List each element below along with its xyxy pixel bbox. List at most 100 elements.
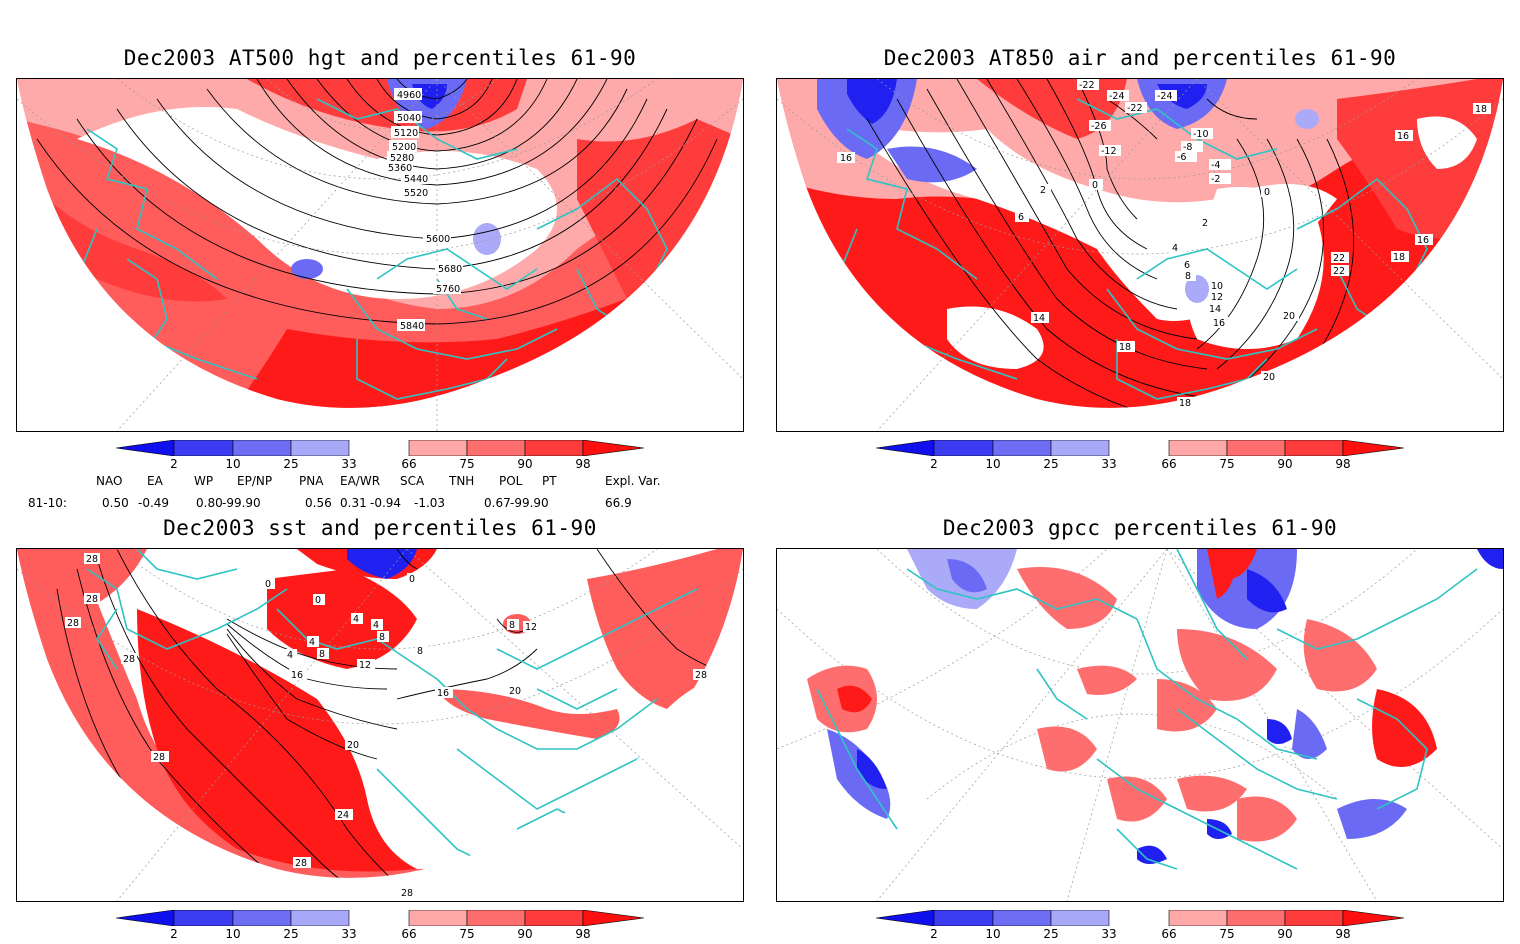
colorbar-swatches	[116, 440, 644, 456]
colorbar-tick: 75	[1219, 927, 1235, 941]
map-panel-gpcc	[776, 548, 1504, 902]
map-hgt500: 4960 5040 5120 5200 5280 5360 5440 5520 …	[17, 79, 743, 431]
contour-label: 5040	[397, 113, 421, 124]
colorbar-tick: 90	[517, 457, 533, 471]
colorbar-tick: 33	[341, 927, 357, 941]
colorbar-tick: 33	[1101, 457, 1117, 471]
contour-label: 10	[1211, 281, 1223, 292]
index-value-pna: 0.56	[305, 496, 332, 510]
contour-label: -8	[1183, 142, 1192, 153]
map-air850: -22 -24 -24 -22 -26 -12 -10 -8 -6 -4 -2 …	[777, 79, 1503, 431]
contour-label: 4	[287, 650, 293, 661]
colorbar-tick: 66	[1161, 457, 1177, 471]
contour-label: 16	[1213, 318, 1225, 329]
colorbar-swatch	[524, 440, 584, 456]
contour-label: 2	[1202, 218, 1208, 229]
contour-label: 4	[373, 620, 379, 631]
colorbar-tick: 2	[930, 927, 938, 941]
colorbar-swatch	[524, 910, 584, 926]
contour-label: -12	[1101, 146, 1117, 157]
colorbar-tick: 98	[575, 457, 591, 471]
index-header-eawr: EA/WR	[340, 474, 381, 488]
colorbar-tick: 98	[1335, 457, 1351, 471]
contour-label: 28	[695, 670, 707, 681]
colorbar-tick: 25	[283, 927, 299, 941]
contour-label: 0	[1092, 180, 1098, 191]
contour-label: 5760	[436, 284, 460, 295]
colorbar-swatch	[408, 910, 468, 926]
contour-label: 5200	[392, 142, 416, 153]
contour-label: 4	[353, 614, 359, 625]
contour-label: -24	[1109, 91, 1125, 102]
contour-label: 20	[509, 686, 521, 697]
index-header-ea: EA	[147, 474, 163, 488]
contour-label: 12	[525, 622, 537, 633]
contour-label: 18	[1119, 342, 1131, 353]
index-value-ea: -0.49	[138, 496, 170, 510]
colorbar-sst: 2 10 25 33 66 75 90 98	[116, 910, 644, 944]
colorbar-tick: 10	[225, 457, 241, 471]
contour-label: 6	[1184, 260, 1190, 271]
contour-label: 5600	[426, 234, 450, 245]
contour-label: 28	[295, 858, 307, 869]
contour-label: 4	[1172, 243, 1178, 254]
colorbar-hgt500: 2 10 25 33 66 75 90 98	[116, 440, 644, 474]
contour-label: 4960	[397, 90, 421, 101]
colorbar-swatch	[290, 910, 350, 926]
contour-label: 12	[359, 660, 371, 671]
colorbar-swatch	[1226, 440, 1286, 456]
contour-label: 20	[1263, 372, 1275, 383]
index-header-pna: PNA	[299, 474, 324, 488]
contour-label: 14	[1033, 313, 1045, 324]
index-header-epnp: EP/NP	[237, 474, 273, 488]
map-panel-sst: 28 28 28 28 0 0 0 4 4 4 8 8 8 12 12 4 8 …	[16, 548, 744, 902]
colorbar-tick: 90	[1277, 457, 1293, 471]
colorbar-tick: 66	[1161, 927, 1177, 941]
colorbar-swatch	[232, 440, 292, 456]
contour-label: 5840	[400, 321, 424, 332]
panel-title-air850: Dec2003 AT850 air and percentiles 61-90	[883, 46, 1397, 70]
colorbar-tick: 25	[283, 457, 299, 471]
contour-label: -10	[1193, 129, 1209, 140]
colorbar-tick: 98	[575, 927, 591, 941]
index-header-pt: PT	[542, 474, 557, 488]
colorbar-arrow-low	[876, 440, 935, 456]
contour-label: 8	[509, 620, 515, 631]
colorbar-tick: 10	[985, 927, 1001, 941]
contour-label: 6	[1018, 212, 1024, 223]
colorbar-tick: 98	[1335, 927, 1351, 941]
colorbar-arrow-low	[116, 910, 175, 926]
colorbar-tick: 90	[1277, 927, 1293, 941]
colorbar-tick: 10	[225, 927, 241, 941]
colorbar-tick: 90	[517, 927, 533, 941]
colorbar-tick: 2	[930, 457, 938, 471]
colorbar-swatch	[1050, 440, 1110, 456]
index-header-tnh: TNH	[449, 474, 475, 488]
map-panel-air850: -22 -24 -24 -22 -26 -12 -10 -8 -6 -4 -2 …	[776, 78, 1504, 432]
colorbar-tick: 33	[1101, 927, 1117, 941]
index-value-sca: -0.94	[370, 496, 402, 510]
colorbar-arrow-high	[582, 910, 644, 926]
colorbar-swatches	[116, 910, 644, 926]
contour-label: 22	[1333, 266, 1345, 277]
index-value-pt: -99.90	[510, 496, 549, 510]
colorbar-swatch	[1226, 910, 1286, 926]
index-value-tnh: -1.03	[414, 496, 446, 510]
contour-label: 20	[347, 740, 359, 751]
contour-label: 18	[1393, 252, 1405, 263]
contour-label: 22	[1333, 253, 1345, 264]
contour-label: 12	[1211, 292, 1223, 303]
contour-label: 5520	[404, 188, 428, 199]
colorbar-swatch	[1168, 910, 1228, 926]
contour-label: 8	[1185, 271, 1191, 282]
colorbar-swatch	[992, 440, 1052, 456]
colorbar-swatches	[876, 910, 1404, 926]
index-value-eawr: 0.31	[340, 496, 367, 510]
contour-label: 28	[123, 654, 135, 665]
contour-label: 5120	[394, 128, 418, 139]
contour-label: 28	[86, 594, 98, 605]
colorbar-tick: 2	[170, 927, 178, 941]
colorbar-swatch	[992, 910, 1052, 926]
colorbar-swatch	[173, 440, 234, 456]
contour-label: 5280	[390, 153, 414, 164]
